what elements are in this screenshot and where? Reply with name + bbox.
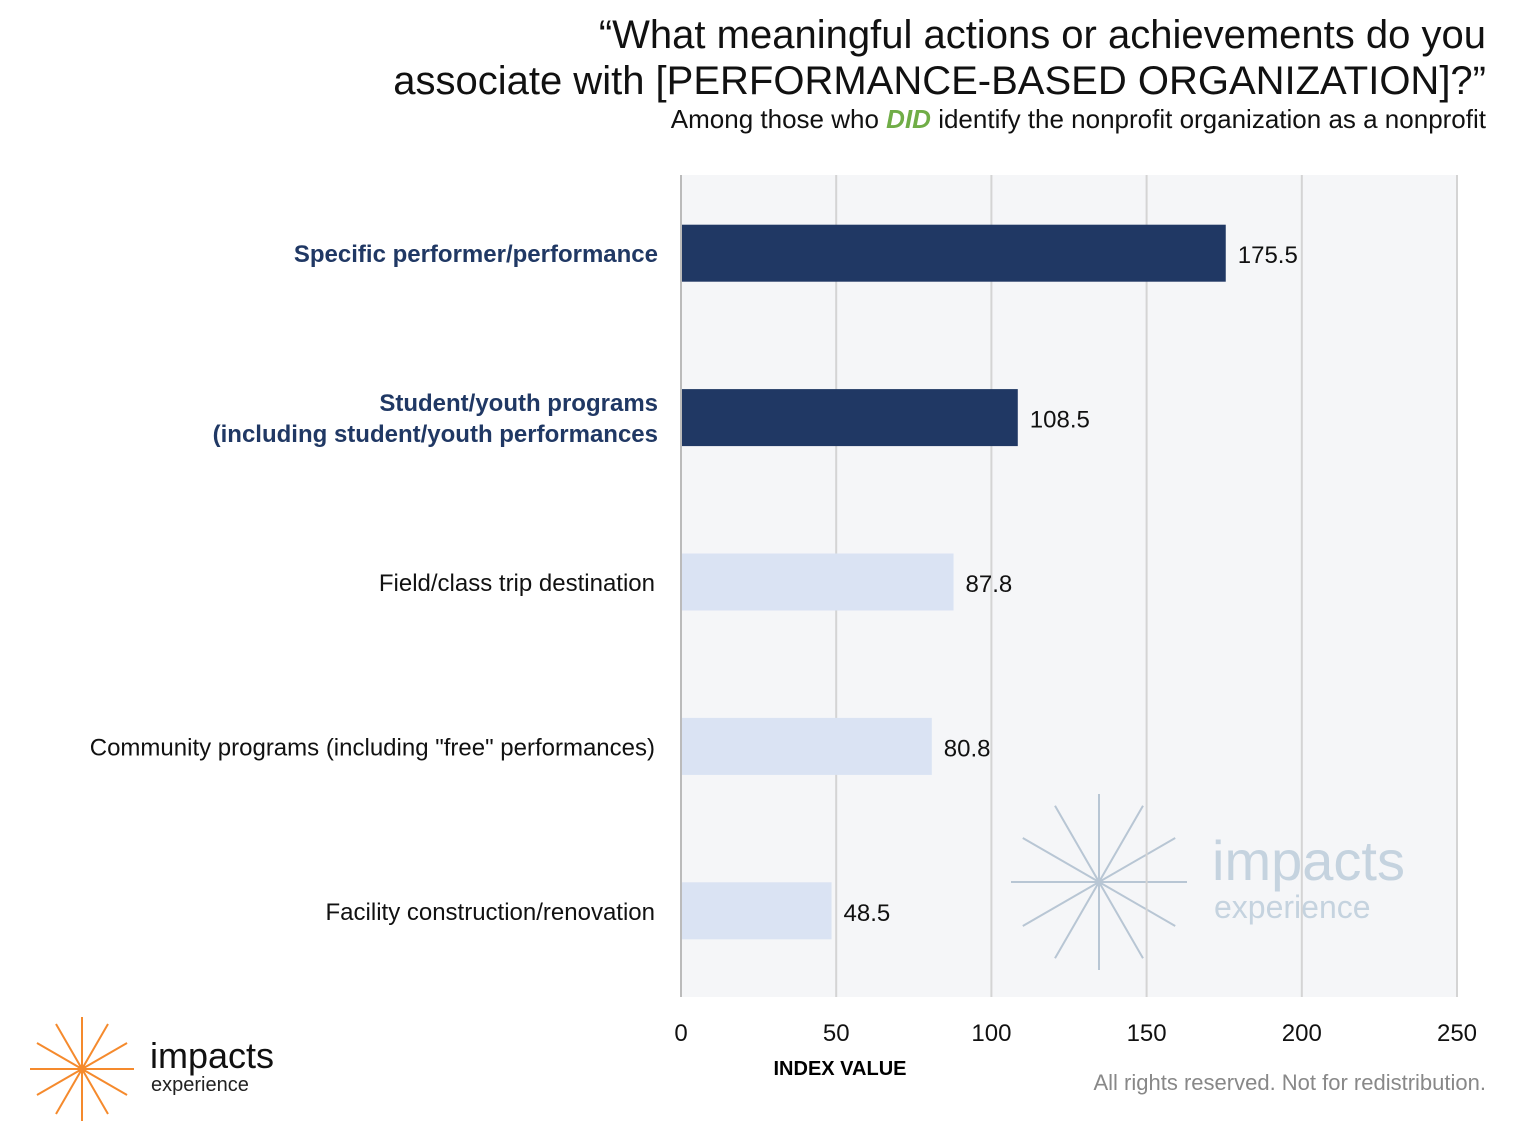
value-label: 175.5: [1238, 242, 1298, 269]
title-line-1: “What meaningful actions or achievements…: [598, 13, 1486, 57]
title-line-2: associate with [PERFORMANCE-BASED ORGANI…: [393, 59, 1486, 103]
watermark-main: impacts: [1212, 829, 1405, 892]
category-label: Specific performer/performance: [294, 241, 658, 268]
bar: [682, 553, 954, 611]
x-tick-label: 0: [674, 1020, 687, 1047]
x-tick-label: 50: [823, 1020, 850, 1047]
x-tick-label: 150: [1127, 1020, 1167, 1047]
category-label: Facility construction/renovation: [326, 899, 655, 926]
footer-rights: All rights reserved. Not for redistribut…: [1093, 1070, 1487, 1095]
logo-main: impacts: [150, 1035, 274, 1076]
category-label: (including student/youth performances: [213, 421, 658, 448]
category-label: Field/class trip destination: [379, 570, 655, 597]
logo-sub: experience: [151, 1074, 249, 1096]
value-label: 108.5: [1030, 407, 1090, 434]
bar: [682, 717, 932, 775]
logo-star-center: [78, 1065, 86, 1073]
value-label: 80.8: [944, 735, 991, 762]
x-tick-label: 250: [1437, 1020, 1477, 1047]
subtitle-prefix: Among those who: [670, 104, 879, 134]
category-label: Student/youth programs: [379, 390, 658, 417]
value-label: 87.8: [966, 571, 1013, 598]
chart-subtitle: Among those who DID identify the nonprof…: [671, 104, 1486, 135]
subtitle-emphasis: DID: [886, 104, 931, 134]
watermark-sub: experience: [1214, 889, 1371, 925]
bar: [682, 224, 1226, 282]
watermark-star-icon: [1011, 794, 1187, 970]
value-label: 48.5: [844, 900, 891, 927]
x-tick-label: 200: [1282, 1020, 1322, 1047]
chart-title: “What meaningful actions or achievements…: [393, 12, 1486, 104]
subtitle-suffix: identify the nonprofit organization as a…: [938, 104, 1486, 134]
star-ray: [1022, 837, 1176, 927]
x-tick-label: 100: [971, 1020, 1011, 1047]
bar: [682, 882, 832, 940]
x-axis-title: INDEX VALUE: [773, 1058, 907, 1080]
category-label: Community programs (including "free" per…: [90, 734, 655, 761]
bar: [682, 389, 1018, 447]
